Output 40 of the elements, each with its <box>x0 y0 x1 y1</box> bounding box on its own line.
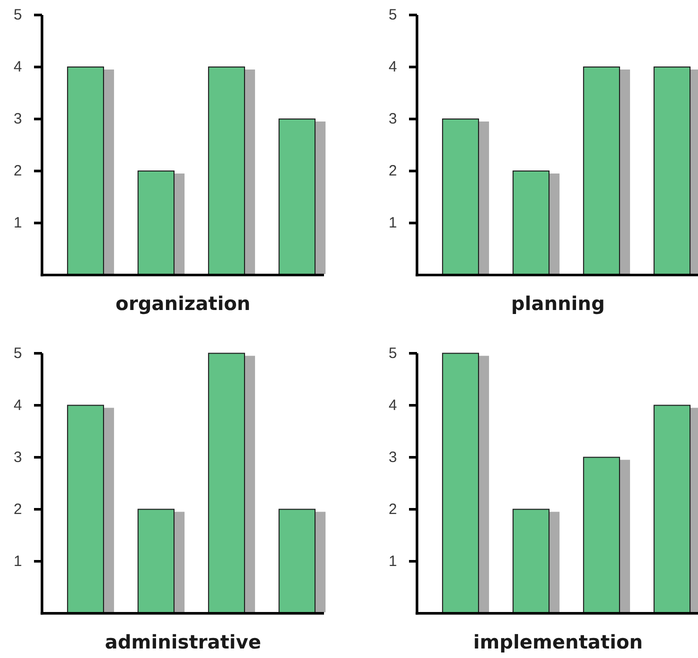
bar <box>208 352 246 612</box>
bar <box>278 508 316 612</box>
y-tick-label: 5 <box>388 6 397 24</box>
y-tick-label: 5 <box>388 344 397 362</box>
y-tick-label: 2 <box>388 500 397 518</box>
bar <box>583 66 620 274</box>
bar <box>138 508 175 612</box>
bar <box>442 118 480 274</box>
x-axis-title: planning <box>511 293 605 315</box>
y-tick-label: 1 <box>388 552 397 570</box>
y-tick-label: 2 <box>14 162 22 180</box>
y-tick-label: 3 <box>14 110 22 128</box>
bar <box>583 456 620 612</box>
y-tick-label: 3 <box>14 448 22 466</box>
y-tick-label: 1 <box>388 214 397 232</box>
y-tick-label: 2 <box>388 162 397 180</box>
bar <box>67 66 104 274</box>
y-tick-label: 1 <box>14 214 22 232</box>
bar <box>512 508 550 612</box>
bar <box>512 170 550 274</box>
y-tick-label: 2 <box>14 500 22 518</box>
y-tick-label: 3 <box>388 448 397 466</box>
y-tick-label: 4 <box>388 58 397 76</box>
y-tick-label: 4 <box>14 58 22 76</box>
bar <box>208 66 246 274</box>
x-axis-title: administrative <box>104 631 262 654</box>
x-axis-title: implementation <box>473 631 643 654</box>
bar <box>67 404 104 612</box>
bar <box>442 352 480 612</box>
y-tick-label: 4 <box>14 396 22 414</box>
y-tick-label: 1 <box>14 552 22 570</box>
y-tick-label: 5 <box>14 6 22 24</box>
y-tick-label: 4 <box>388 396 397 414</box>
bar <box>654 404 691 612</box>
bar <box>278 118 316 274</box>
y-tick-label: 5 <box>14 344 22 362</box>
bar <box>138 170 175 274</box>
y-tick-label: 3 <box>388 110 397 128</box>
x-axis-title: organization <box>116 293 250 315</box>
bar <box>654 66 691 274</box>
